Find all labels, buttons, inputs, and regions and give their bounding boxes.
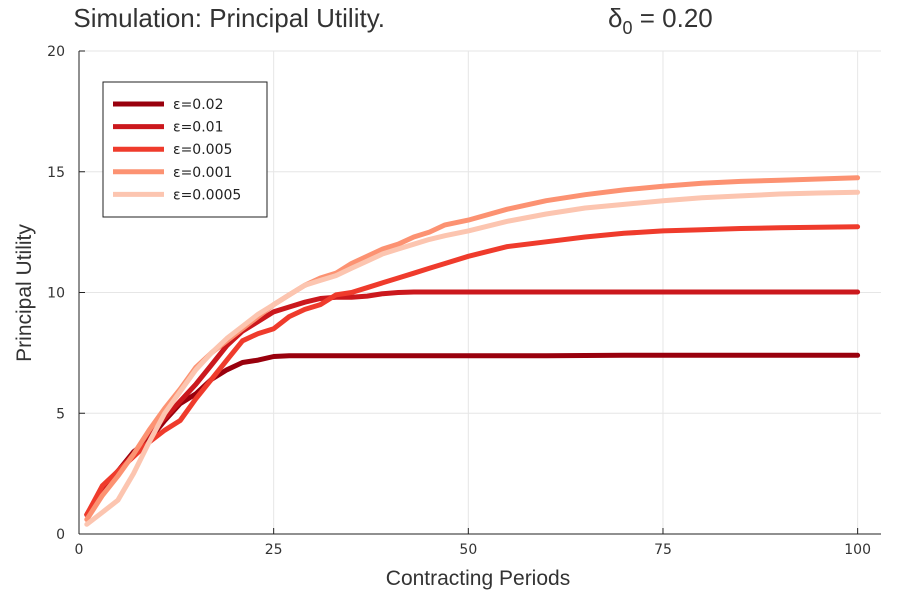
delta-symbol: δ (608, 3, 622, 33)
y-tick-label: 10 (47, 286, 65, 302)
x-tick-label: 25 (265, 542, 283, 558)
legend-label: ε=0.0005 (173, 187, 241, 203)
x-tick-label: 0 (75, 542, 84, 558)
tick-labels: 0 25 50 75 100 0 5 10 15 20 (47, 44, 871, 558)
legend-label: ε=0.02 (173, 97, 223, 113)
chart-title: Simulation: Principal Utility. (73, 3, 385, 33)
y-tick-label: 15 (47, 165, 65, 181)
y-tick-label: 0 (56, 527, 65, 543)
x-tick-label: 50 (459, 542, 477, 558)
axes (78, 50, 881, 535)
y-axis-label: Principal Utility (13, 224, 36, 362)
series-line-3 (84, 224, 861, 518)
legend-label: ε=0.001 (173, 165, 232, 181)
x-axis-label: Contracting Periods (386, 567, 570, 590)
legend-label: ε=0.005 (173, 142, 232, 158)
legend: ε=0.02 ε=0.01 ε=0.005 ε=0.001 ε=0.0005 (102, 81, 268, 218)
series-line-5 (84, 189, 861, 527)
series-line-2 (84, 289, 861, 518)
delta-value: = 0.20 (633, 3, 713, 33)
x-tick-label: 75 (654, 542, 672, 558)
chart-title-delta: δ0 = 0.20 (608, 3, 713, 38)
legend-label: ε=0.01 (173, 120, 223, 136)
y-tick-label: 20 (47, 44, 65, 60)
delta-subscript: 0 (622, 18, 632, 38)
series-lines (84, 175, 861, 527)
x-tick-label: 100 (844, 542, 871, 558)
y-tick-label: 5 (56, 406, 65, 422)
